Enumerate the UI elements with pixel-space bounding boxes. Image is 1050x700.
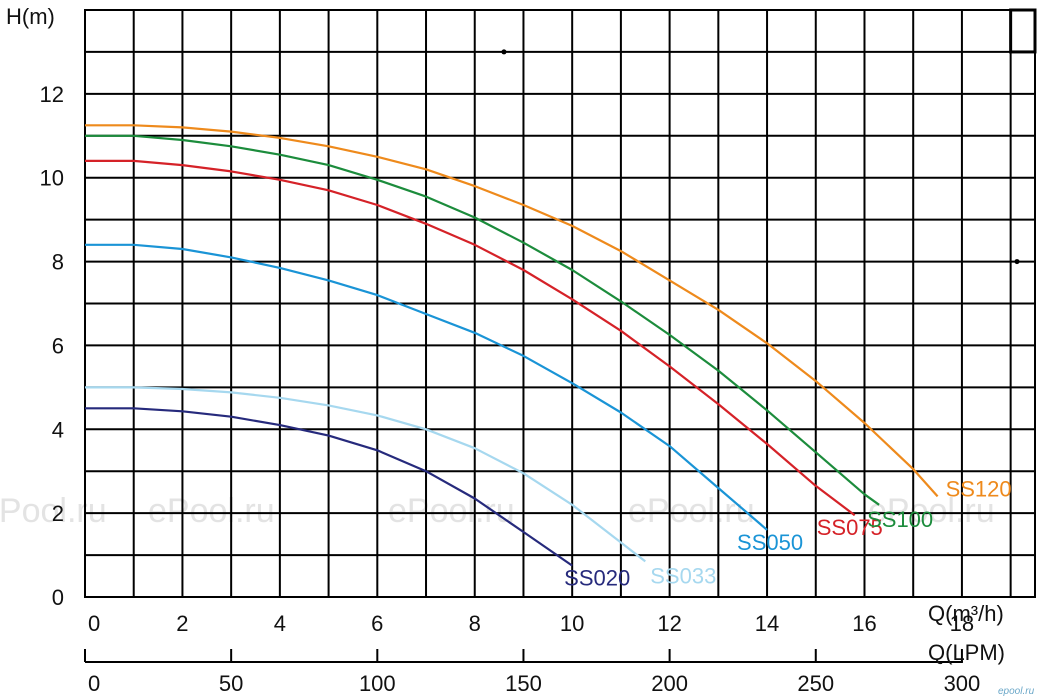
x-tick-label: 16 [852, 611, 876, 636]
curves [85, 124, 939, 567]
y-tick-label: 8 [52, 250, 64, 275]
logo: epool.ru [998, 686, 1035, 697]
y-tick-label: 4 [52, 417, 64, 442]
y-tick-label: 12 [40, 82, 64, 107]
series-label-ss020: SS020 [564, 566, 630, 591]
watermark-layer: ePool.ru ePool.ru ePool.ru ePool.ru ePoo… [0, 492, 995, 530]
grid-dot [1014, 259, 1020, 265]
watermark-text: ePool.ru [628, 492, 755, 530]
watermark-text: ePool.ru [388, 492, 515, 530]
x-tick-label: 14 [755, 611, 779, 636]
corner-box [1009, 8, 1037, 54]
curve-ss050 [85, 243, 768, 531]
watermark-text: ePool.ru [868, 492, 995, 530]
secondary-x-tick-label: 200 [651, 671, 688, 696]
secondary-x-tick-label: 50 [219, 671, 243, 696]
secondary-x-tick-label: 150 [505, 671, 542, 696]
curve-ss033 [85, 386, 646, 563]
y-tick-label: 10 [40, 166, 64, 191]
curve-ss075 [85, 159, 856, 517]
series-label-ss033: SS033 [650, 563, 716, 588]
series-label-ss075: SS075 [817, 515, 883, 540]
watermark-text: ePool.ru [148, 492, 275, 530]
watermark-text: ePool.ru [0, 492, 107, 530]
grid [84, 8, 1037, 598]
y-axis-label: H(m) [6, 4, 55, 29]
x-tick-label: 6 [371, 611, 383, 636]
curve-ss100 [85, 134, 880, 506]
x-tick-label: 12 [657, 611, 681, 636]
tick-labels: 0 2 4 6 8 10 12 14 16 18 0 2 4 6 8 10 12 0 50 100 150 200 250 3… [40, 82, 981, 696]
secondary-x-tick-label: 100 [359, 671, 396, 696]
curve-ss020 [85, 407, 573, 567]
secondary-x-tick-label: 0 [88, 671, 100, 696]
grid-dot [501, 49, 507, 55]
x-tick-label: 4 [274, 611, 286, 636]
y-tick-label: 2 [52, 501, 64, 526]
x-axis-label: Q(m³/h) [928, 601, 1004, 626]
curve-ss120 [85, 124, 939, 498]
x-axis-secondary-label: Q(LPM) [928, 640, 1005, 665]
secondary-x-tick-label: 300 [944, 671, 981, 696]
series-label-ss100: SS100 [867, 507, 933, 532]
series-label-ss050: SS050 [737, 530, 803, 555]
y-tick-label: 0 [52, 585, 64, 610]
x-tick-label: 10 [560, 611, 584, 636]
plot-border [84, 9, 1036, 598]
y-tick-label: 6 [52, 333, 64, 358]
x-tick-label: 0 [88, 611, 100, 636]
x-tick-label: 8 [469, 611, 481, 636]
x-tick-label: 18 [950, 611, 974, 636]
secondary-x-tick-label: 250 [797, 671, 834, 696]
series-label-ss120: SS120 [946, 476, 1012, 501]
x-tick-label: 2 [176, 611, 188, 636]
